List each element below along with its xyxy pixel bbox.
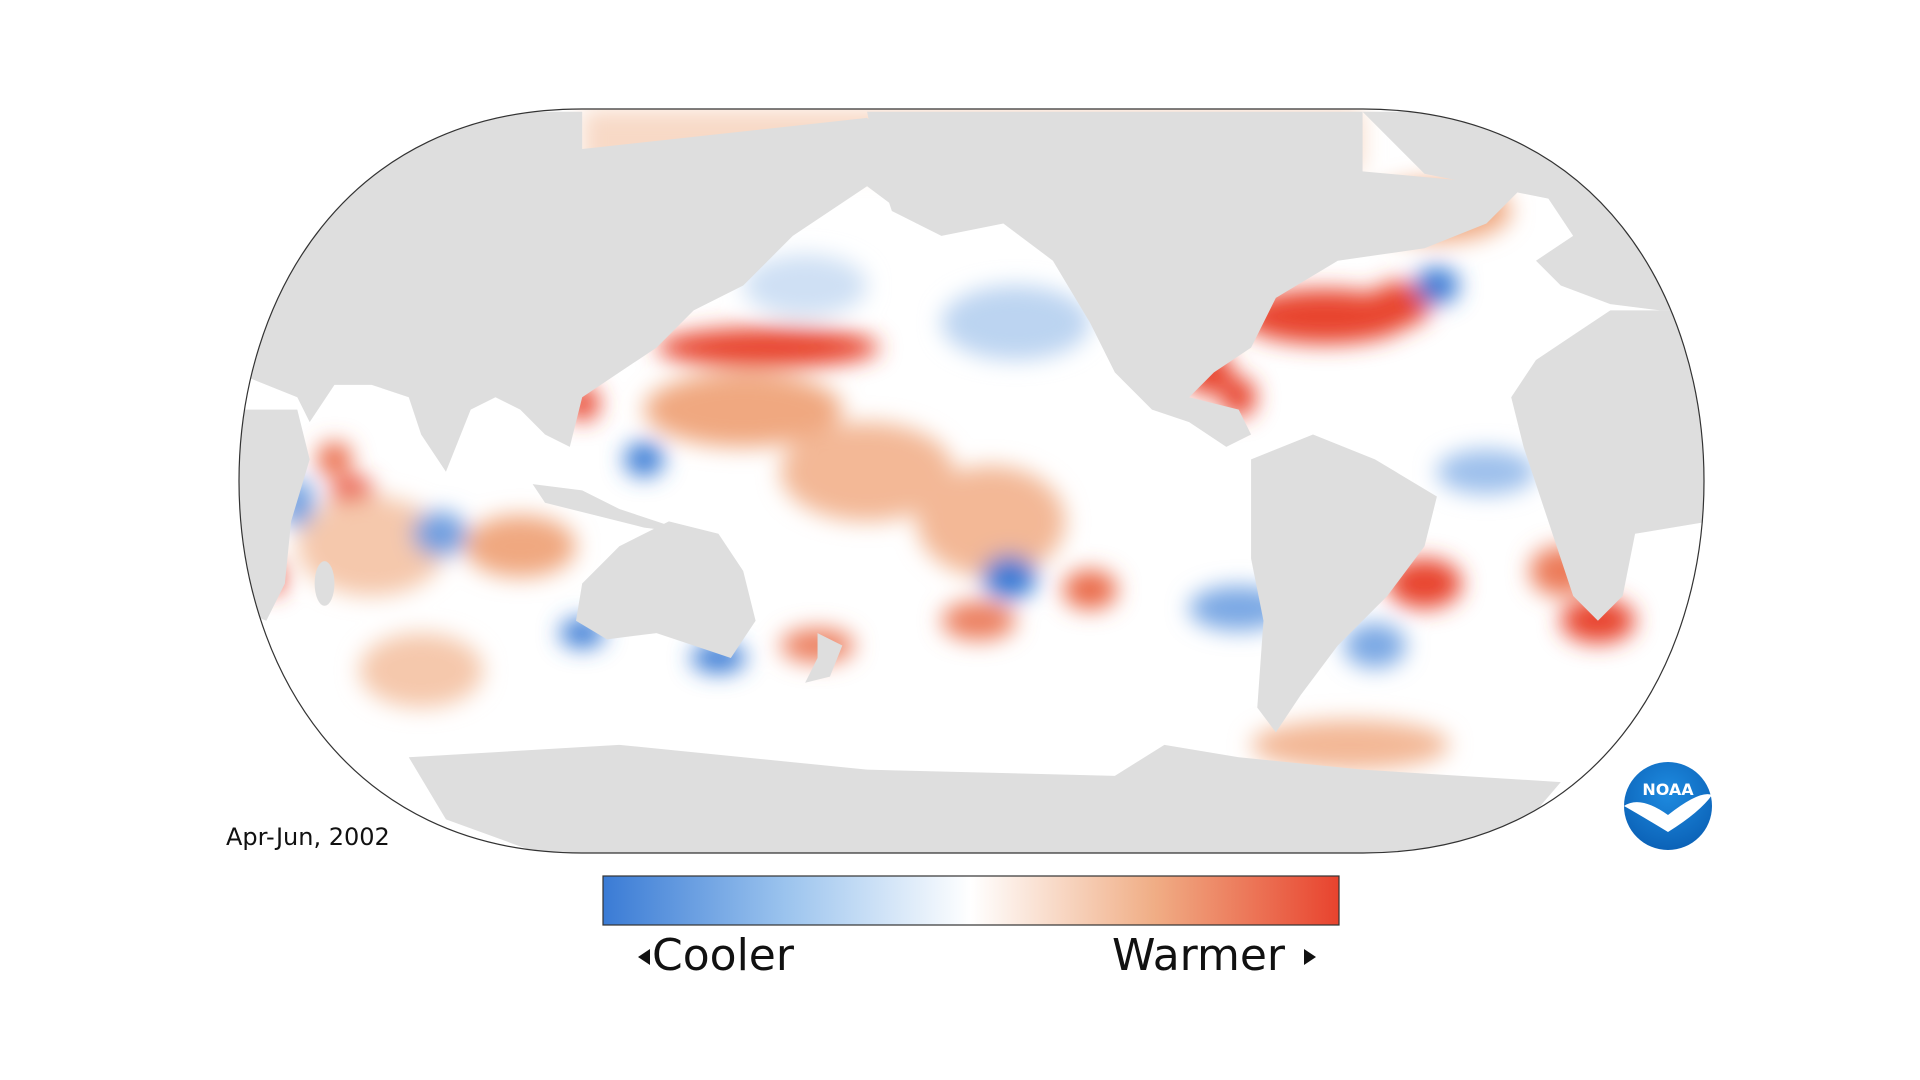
legend-high-label: Warmer (1112, 930, 1286, 981)
land (239, 111, 1704, 853)
color-bar (602, 875, 1340, 926)
logo-text: NOAA (1642, 780, 1694, 799)
map-border (238, 108, 1705, 854)
date-label: Apr-Jun, 2002 (226, 823, 390, 851)
map (239, 109, 1704, 853)
legend-low-label: Cooler (652, 930, 795, 981)
noaa-logo: NOAA (1624, 762, 1712, 850)
warmer-arrow (1304, 949, 1316, 965)
cooler-arrow (638, 949, 650, 965)
